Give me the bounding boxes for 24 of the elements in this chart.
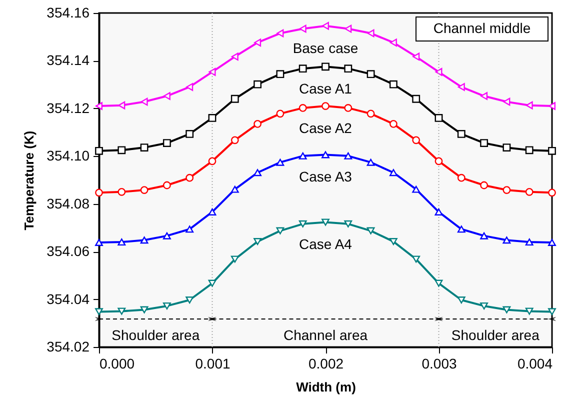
y-tick-label: 354.16 <box>46 4 90 20</box>
y-tick-label: 354.02 <box>46 338 90 354</box>
series-label: Case A3 <box>299 168 352 185</box>
y-tick-label: 354.08 <box>46 195 90 212</box>
band-label: Shoulder area <box>112 327 200 343</box>
band-label: Channel area <box>283 327 368 343</box>
series-label: Case A1 <box>299 80 352 97</box>
series-label: Case A2 <box>299 120 352 136</box>
x-tick-label: 0.001 <box>195 356 230 372</box>
series-label: Case A4 <box>299 236 352 252</box>
y-tick-label: 354.10 <box>46 148 90 164</box>
x-axis-title: Width (m) <box>296 380 356 394</box>
y-tick-label: 354.06 <box>46 243 90 260</box>
y-axis-title: Temperature (K) <box>22 130 37 230</box>
band-label: Shoulder area <box>451 327 540 343</box>
series-label: Base case <box>292 40 358 56</box>
x-tick-label: 0.000 <box>100 356 135 372</box>
x-tick-label: 0.002 <box>308 356 344 372</box>
y-tick-label: 354.04 <box>46 290 90 307</box>
x-tick-label: 0.004 <box>517 356 553 372</box>
x-tick-label: 0.003 <box>422 356 457 372</box>
y-tick-label: 354.14 <box>46 52 90 68</box>
y-tick-label: 354.12 <box>46 100 90 116</box>
annotation: Channel middle <box>433 20 531 36</box>
